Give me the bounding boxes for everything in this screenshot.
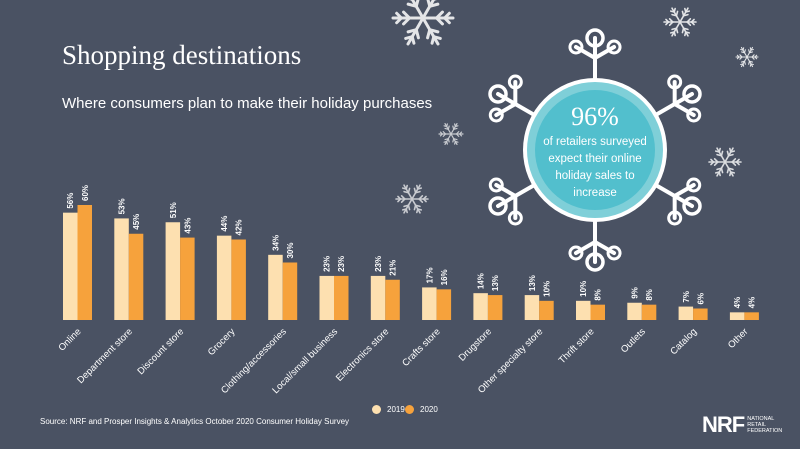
logo-mark: NRF: [702, 412, 745, 437]
bar-2019: [268, 254, 283, 320]
chart-title: Shopping destinations: [62, 40, 302, 70]
data-label-2019: 13%: [528, 275, 537, 291]
legend-item-2020: 2020: [405, 405, 438, 414]
data-label-2020: 21%: [389, 260, 398, 276]
bar-2019: [678, 306, 694, 320]
bar-2019: [370, 275, 386, 320]
snowflake-icon: [735, 46, 759, 68]
bar-2020: [539, 300, 554, 320]
data-label-2020: 16%: [440, 269, 449, 285]
data-label-2020: 13%: [491, 275, 500, 291]
bar-2020: [693, 308, 708, 320]
data-label-2019: 14%: [477, 273, 486, 289]
bar-2019: [319, 275, 334, 320]
snowflake-icon: [395, 184, 429, 214]
data-label-2020: 8%: [645, 289, 654, 301]
bar-2019: [473, 293, 488, 320]
data-label-2019: 44%: [220, 216, 229, 232]
data-label-2020: 6%: [696, 293, 705, 305]
data-label-2019: 17%: [425, 267, 434, 283]
logo-text-line: RETAIL: [747, 422, 767, 428]
data-label-2020: 60%: [81, 185, 90, 201]
data-label-2020: 10%: [542, 281, 551, 297]
bar-2020: [590, 304, 605, 320]
badge-text-line: increase: [573, 187, 617, 199]
snowflake-icon: [438, 123, 464, 145]
data-label-2020: 43%: [183, 218, 192, 234]
badge-snowflake-icon: [488, 28, 702, 272]
nrf-logo: NRF NATIONAL RETAIL FEDERATION: [702, 412, 782, 438]
legend-swatch-2020: [405, 405, 414, 414]
badge-text-line: expect their online: [548, 153, 642, 165]
snowflake-icon: [391, 0, 455, 46]
logo-text: NATIONAL RETAIL FEDERATION: [747, 416, 782, 434]
data-label-2020: 30%: [286, 242, 295, 258]
legend-label-2020: 2020: [420, 405, 438, 414]
bar-2019: [422, 287, 437, 320]
data-label-2020: 23%: [337, 256, 346, 272]
data-label-2019: 56%: [66, 193, 75, 209]
bar-2019: [627, 302, 642, 320]
data-label-2019: 23%: [374, 256, 383, 272]
bar-2019: [524, 295, 540, 320]
data-label-2020: 42%: [235, 219, 244, 235]
data-label-2019: 51%: [169, 202, 178, 218]
data-label-2020: 45%: [132, 214, 141, 230]
badge-text-line: of retailers surveyed: [543, 136, 647, 148]
bar-2020: [436, 289, 452, 320]
snowflake-icon: [708, 147, 742, 177]
legend-label-2019: 2019: [387, 405, 405, 414]
bar-2020: [641, 304, 657, 320]
data-label-2019: 53%: [118, 198, 127, 214]
badge-circle: [535, 90, 655, 210]
source-note: Source: NRF and Prosper Insights & Analy…: [40, 417, 350, 426]
badge-text-line: holiday sales to: [555, 170, 635, 182]
data-label-2019: 4%: [733, 297, 742, 309]
data-label-2020: 4%: [748, 297, 757, 309]
data-label-2020: 8%: [594, 289, 603, 301]
legend-swatch-2019: [372, 405, 381, 414]
data-label-2019: 7%: [682, 291, 691, 303]
data-label-2019: 9%: [631, 287, 640, 299]
chart-subtitle: Where consumers plan to make their holid…: [62, 95, 433, 112]
data-label-2019: 23%: [323, 256, 332, 272]
snowflake-icon: [663, 7, 697, 37]
logo-text-line: FEDERATION: [747, 428, 783, 434]
bar-2020: [487, 295, 503, 320]
legend-item-2019: 2019: [372, 405, 405, 414]
badge-percent: 96%: [571, 102, 619, 131]
bar-2019: [165, 222, 181, 320]
bar-2019: [63, 212, 78, 320]
bar-2020: [77, 205, 92, 320]
bar-2020: [282, 262, 298, 320]
bar-2020: [334, 275, 349, 320]
bar-2020: [744, 312, 759, 320]
bar-2020: [180, 237, 195, 320]
bar-2019: [576, 300, 591, 320]
bar-2020: [231, 239, 246, 320]
bar-2019: [216, 235, 232, 320]
data-label-2019: 10%: [579, 281, 588, 297]
data-label-2019: 34%: [271, 235, 280, 251]
bar-2019: [114, 218, 129, 320]
bar-2020: [385, 279, 400, 320]
logo-text-line: NATIONAL: [747, 416, 775, 422]
bar-2019: [729, 312, 745, 320]
bar-2020: [128, 233, 144, 320]
